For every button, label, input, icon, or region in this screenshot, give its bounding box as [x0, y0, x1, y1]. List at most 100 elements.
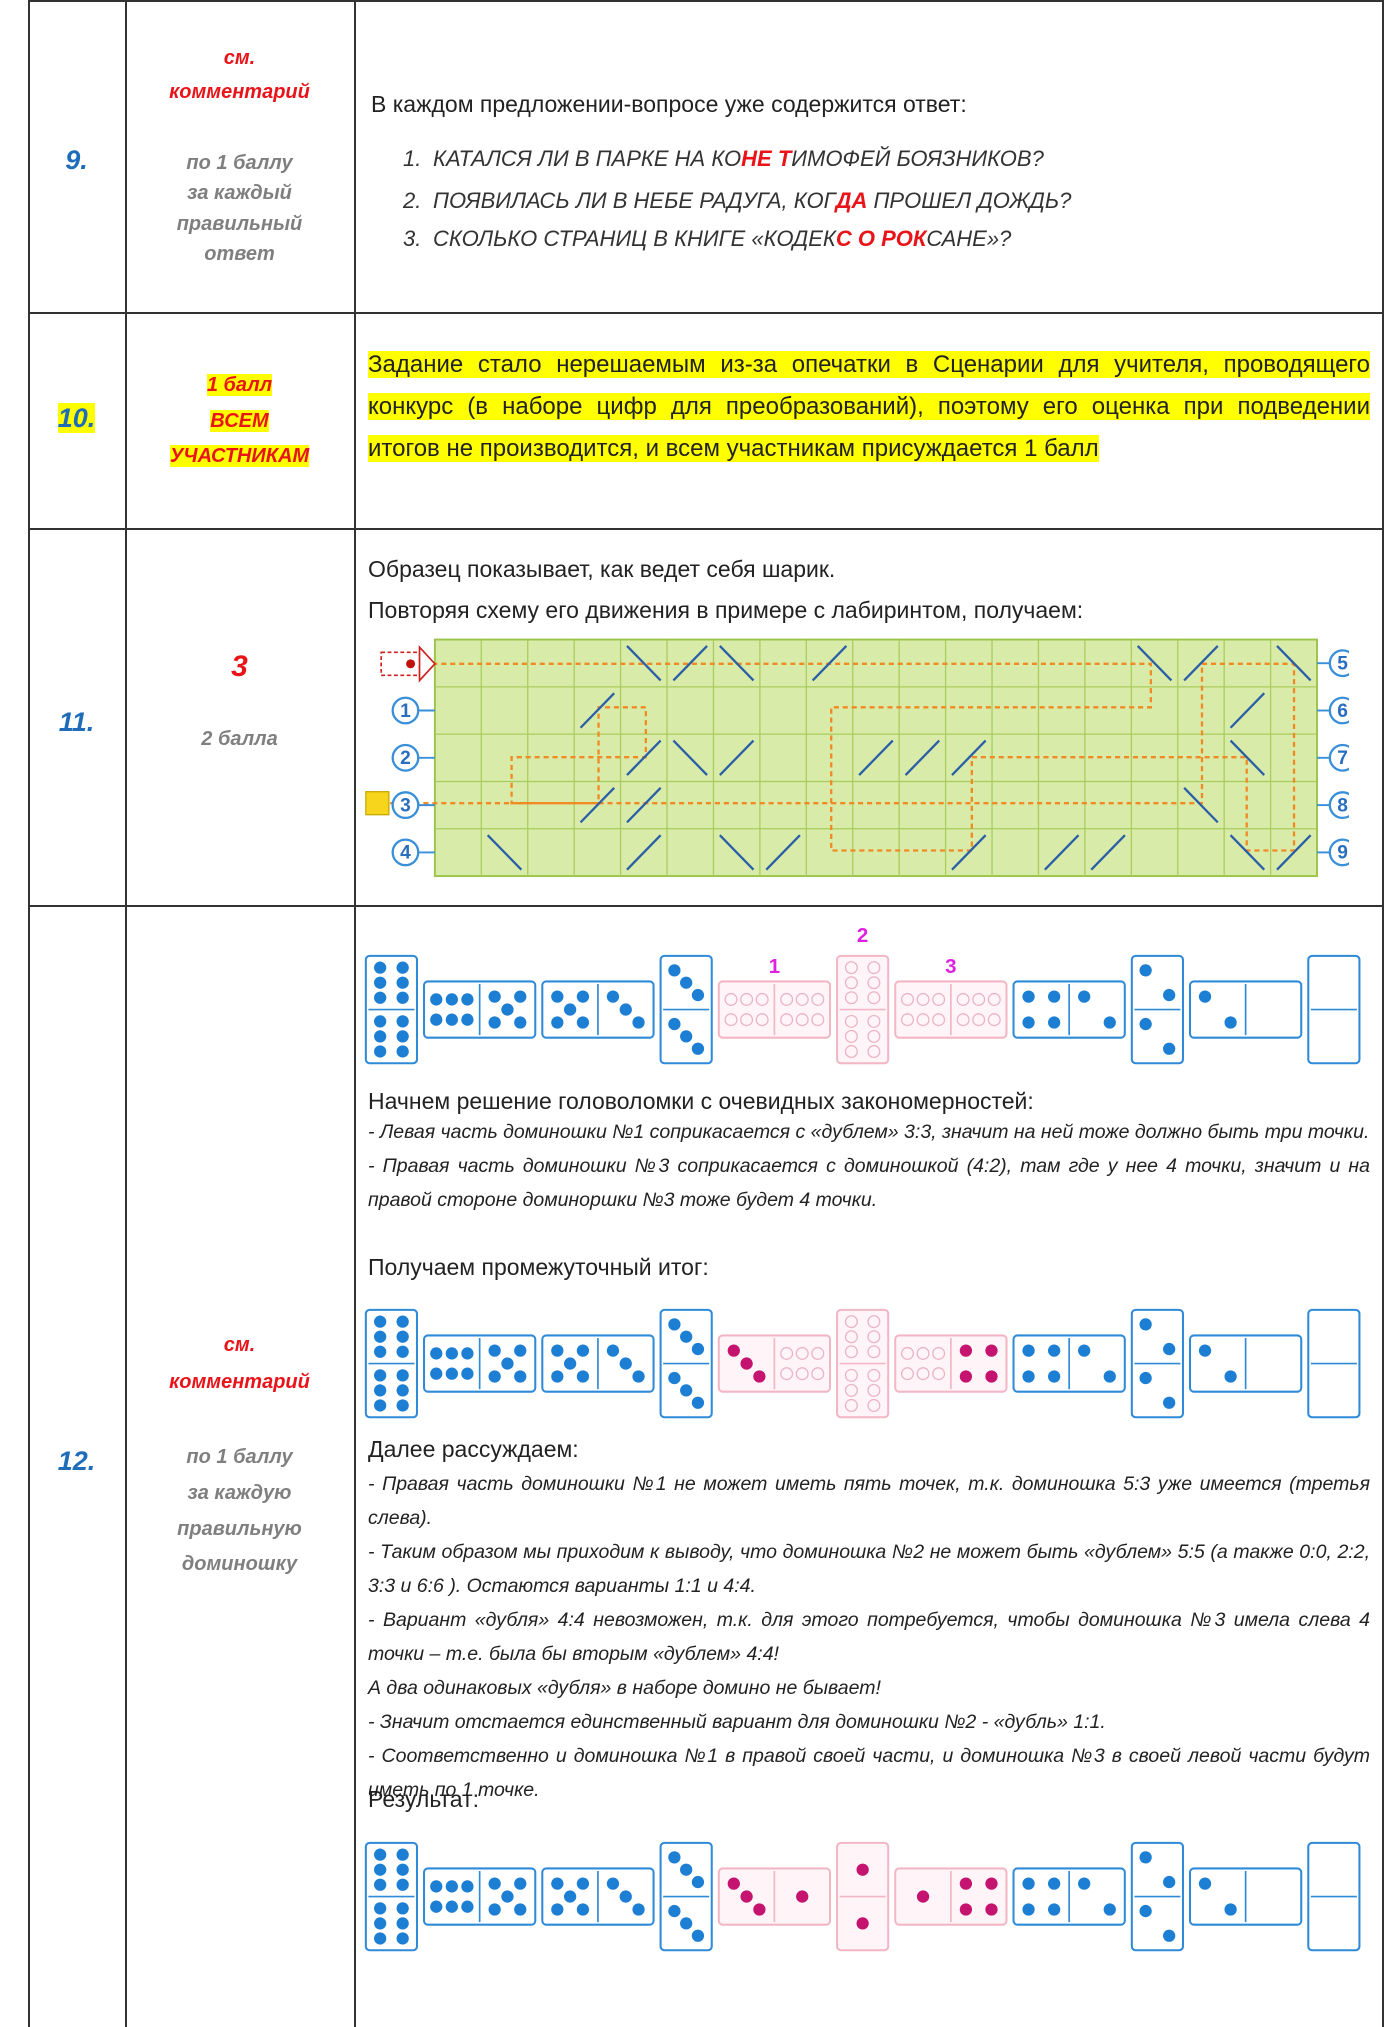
pip — [514, 1344, 527, 1357]
exit-square — [365, 791, 390, 816]
pip — [396, 1369, 409, 1382]
domino-half — [1139, 1904, 1176, 1942]
score: комментарий — [125, 1366, 354, 1398]
pip — [1163, 1342, 1176, 1356]
mirror — [672, 645, 708, 682]
pip — [576, 1370, 590, 1383]
pip — [668, 1851, 681, 1864]
answer-item: 2. ПОЯВИЛАСЬ ЛИ В НЕБЕ РАДУГА, КОГДА ПРОШ… — [403, 188, 1071, 214]
mirror — [626, 645, 662, 682]
pip — [606, 990, 620, 1003]
pip — [396, 1330, 409, 1343]
mirror — [1090, 834, 1126, 871]
empty-pip — [987, 992, 1001, 1006]
empty-pip — [867, 1315, 881, 1329]
score-note: по 1 баллу — [125, 1441, 354, 1473]
empty-pip — [867, 961, 881, 975]
item-number: 1. — [403, 146, 422, 171]
pip — [1048, 990, 1061, 1003]
empty-pip — [916, 992, 930, 1006]
score: УЧАСТНИКАМ — [125, 440, 354, 472]
exit-circle — [1328, 696, 1349, 725]
pip — [796, 1890, 809, 1903]
domino-half — [1139, 964, 1176, 1002]
pip — [461, 1900, 474, 1913]
empty-pip — [900, 992, 915, 1006]
pip — [691, 1929, 705, 1942]
pip — [396, 1848, 409, 1861]
table-border — [28, 0, 30, 2027]
pip — [396, 1399, 409, 1412]
pip — [514, 1877, 527, 1890]
score-note-text: доминошку — [181, 1553, 298, 1575]
pip — [959, 1344, 973, 1357]
empty-pip — [916, 1367, 930, 1381]
domino-half — [488, 990, 527, 1029]
pip — [1224, 1016, 1237, 1029]
empty-pip — [844, 1398, 858, 1412]
pip — [396, 976, 409, 989]
pip — [374, 1015, 387, 1028]
pip — [396, 1878, 409, 1891]
empty-pip — [844, 1044, 858, 1058]
exit-label: 8 — [1337, 795, 1348, 816]
domino-half — [900, 992, 946, 1027]
domino-half — [374, 1315, 409, 1358]
row-number: 10. — [28, 402, 125, 434]
mirror — [626, 739, 662, 776]
empty-pip — [987, 1013, 1001, 1027]
mirror — [1183, 787, 1219, 824]
pip — [374, 1917, 387, 1930]
pip — [374, 1399, 387, 1412]
score-text: комментарий — [169, 81, 310, 103]
pip — [374, 961, 387, 974]
pip — [396, 1015, 409, 1028]
empty-pip — [916, 1013, 930, 1027]
pip — [514, 1370, 527, 1383]
domino-half — [606, 1344, 645, 1383]
empty-pip — [811, 1013, 825, 1027]
item-part: ИМОФЕЙ БОЯЗНИКОВ? — [791, 146, 1044, 171]
pip — [1224, 1370, 1237, 1383]
score: ВСЕМ — [125, 405, 354, 437]
empty-pip — [867, 1345, 881, 1359]
empty-pip — [811, 1367, 825, 1381]
pip — [374, 976, 387, 989]
pip — [576, 1016, 590, 1029]
exit-circle — [1328, 649, 1349, 678]
pip — [727, 1877, 740, 1890]
domino-half — [551, 1877, 590, 1916]
note-line: А два одинаковых «дубля» в наборе домино… — [368, 1677, 881, 1699]
exit-label: 3 — [400, 795, 411, 816]
empty-pip — [956, 992, 970, 1006]
row-number-text: 12. — [57, 1446, 96, 1476]
pip — [374, 1045, 387, 1058]
pip — [668, 964, 681, 977]
pip — [488, 1344, 501, 1357]
domino-label: 3 — [945, 955, 956, 978]
pip — [1163, 1396, 1176, 1409]
pip — [374, 1030, 387, 1043]
pip — [396, 1932, 409, 1945]
mirror — [1229, 692, 1266, 729]
note-line: - Таким образом мы приходим к выводу, чт… — [368, 1541, 1370, 1597]
exit-circle — [391, 791, 420, 820]
empty-pip — [844, 1383, 858, 1397]
domino-half — [916, 1890, 930, 1903]
score-note-text: за каждый — [187, 182, 292, 204]
domino-half — [374, 1369, 409, 1412]
domino-half — [959, 1344, 998, 1383]
pip — [576, 1903, 590, 1916]
score-text: см. — [223, 1334, 256, 1356]
score-note: правильную — [125, 1513, 354, 1545]
pip — [396, 1030, 409, 1043]
empty-pip — [867, 1044, 881, 1058]
pip — [740, 1357, 753, 1370]
mirror — [765, 834, 801, 871]
domino-half — [551, 1344, 590, 1383]
pip — [668, 1371, 681, 1385]
score: 1 балл — [125, 369, 354, 401]
empty-pip — [795, 1346, 809, 1360]
domino-half — [374, 1015, 409, 1058]
empty-pip — [780, 1346, 794, 1360]
